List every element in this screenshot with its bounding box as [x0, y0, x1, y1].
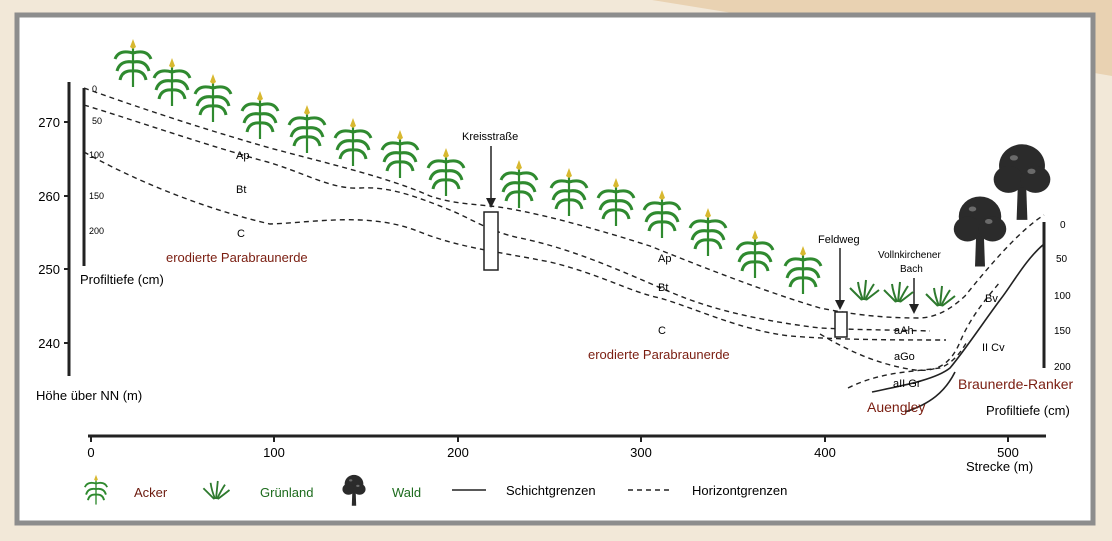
layer-line-2 [904, 371, 956, 413]
soil-type-auengley: Auengley [867, 399, 925, 415]
distance-axis: 0 100 200 300 400 500 Strecke (m) [87, 434, 1046, 474]
bach-label-line1: Vollnkirchener [878, 250, 941, 261]
horizon-label-c-2: C [658, 325, 666, 337]
elevation-tick-240: 240 [38, 336, 60, 351]
feldweg-label: Feldweg [818, 234, 860, 246]
horizon-label-ap-1: Ap [236, 150, 249, 162]
distance-tick-500: 500 [997, 445, 1019, 460]
depth-left-title: Profiltiefe (cm) [80, 272, 164, 287]
annotation-arrows [486, 146, 919, 314]
elevation-tick-250: 250 [38, 262, 60, 277]
legend-gruenland: Grünland [260, 485, 313, 500]
soil-type-labels: erodierte Parabraunerde erodierte Parabr… [166, 250, 1074, 415]
horizon-label-ap-2: Ap [658, 253, 671, 265]
depth-left-tick-100: 100 [89, 150, 104, 160]
horizon-label-bv: Bv [985, 293, 998, 305]
distance-tick-200: 200 [447, 445, 469, 460]
depth-left-tick-150: 150 [89, 191, 104, 201]
kreisstrasse-marker [483, 211, 499, 271]
legend: Acker Grünland Wald Schichtgrenzen Horiz… [83, 473, 787, 506]
panel-border [14, 12, 1096, 526]
depth-left-tick-200: 200 [89, 226, 104, 236]
horizon-label-aii-gr: aII Gr [893, 378, 921, 390]
soil-type-parabraunerde-2: erodierte Parabraunerde [588, 347, 730, 362]
elevation-tick-260: 260 [38, 189, 60, 204]
horizon-label-ago: aGo [894, 351, 915, 363]
depth-left-tick-0: 0 [92, 84, 97, 94]
layer-line-1 [871, 243, 1045, 393]
depth-right-tick-0: 0 [1060, 220, 1066, 231]
legend-acker: Acker [134, 485, 168, 500]
horizon-label-aah: aAh [894, 325, 914, 337]
horizon-label-bt-2: Bt [658, 282, 668, 294]
legend-wald: Wald [392, 485, 421, 500]
horizon-labels: Ap Bt C Ap Bt C aAh aGo aII Gr Bv II Cv [236, 150, 1005, 390]
soil-type-braunerde-ranker: Braunerde-Ranker [958, 376, 1074, 392]
horizon-label-bt-1: Bt [236, 184, 246, 196]
depth-right-tick-50: 50 [1056, 254, 1068, 265]
horizon-line-2 [83, 104, 931, 332]
legend-schichtgrenzen: Schichtgrenzen [506, 483, 596, 498]
horizon-label-c-1: C [237, 228, 245, 240]
horizon-line-1 [83, 87, 1045, 319]
kreisstrasse-label: Kreisstraße [462, 131, 518, 143]
distance-axis-title: Strecke (m) [966, 459, 1033, 474]
depth-right-tick-200: 200 [1054, 362, 1071, 373]
distance-tick-0: 0 [87, 445, 94, 460]
distance-tick-100: 100 [263, 445, 285, 460]
layer-boundaries [871, 243, 1045, 413]
elevation-tick-270: 270 [38, 115, 60, 130]
feldweg-marker [834, 311, 848, 338]
distance-tick-400: 400 [814, 445, 836, 460]
depth-right-title: Profiltiefe (cm) [986, 403, 1070, 418]
depth-left-tick-50: 50 [92, 116, 102, 126]
elevation-axis-title: Höhe über NN (m) [36, 388, 142, 403]
bach-label-line2: Bach [900, 264, 923, 275]
elevation-axis: 270 260 250 240 Höhe über NN (m) [36, 82, 142, 403]
horizon-label-ii-cv: II Cv [982, 342, 1005, 354]
horizon-line-5 [847, 339, 969, 389]
horizon-line-3 [83, 151, 947, 341]
depth-axis-left: 0 50 100 150 200 Profiltiefe (cm) [80, 84, 164, 287]
horizon-boundaries [83, 87, 1045, 389]
legend-horizontgrenzen: Horizontgrenzen [692, 483, 787, 498]
depth-axis-right: 0 50 100 150 200 Profiltiefe (cm) [986, 220, 1071, 418]
distance-tick-300: 300 [630, 445, 652, 460]
depth-right-tick-100: 100 [1054, 291, 1071, 302]
depth-right-tick-150: 150 [1054, 326, 1071, 337]
soil-type-parabraunerde-1: erodierte Parabraunerde [166, 250, 308, 265]
